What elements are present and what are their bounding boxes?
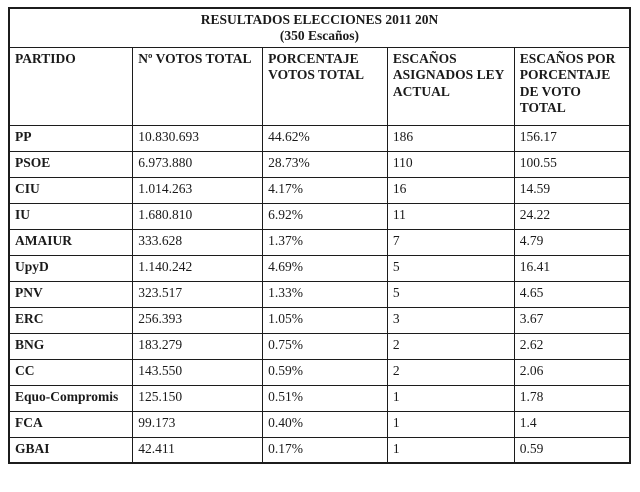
table-row: PP 10.830.693 44.62% 186 156.17 <box>8 124 631 152</box>
cell-votes-total: 99.173 <box>132 410 264 438</box>
cell-escanos-porcentaje: 100.55 <box>513 150 631 178</box>
table-title-line2: (350 Escaños) <box>279 28 360 44</box>
cell-votes-total: 1.014.263 <box>132 176 264 204</box>
cell-escanos-ley: 186 <box>386 124 515 152</box>
header-row: PARTIDO Nº VOTOS TOTAL PORCENTAJE VOTOS … <box>8 46 631 126</box>
cell-escanos-porcentaje: 4.65 <box>513 280 631 308</box>
cell-escanos-porcentaje: 24.22 <box>513 202 631 230</box>
cell-porcentaje: 6.92% <box>262 202 388 230</box>
column-header-votos-total: Nº VOTOS TOTAL <box>132 46 264 126</box>
table-body: PP 10.830.693 44.62% 186 156.17 PSOE 6.973.880… <box>8 124 631 464</box>
results-table: RESULTADOS ELECCIONES 2011 20N (350 Esca… <box>8 7 631 465</box>
cell-votes-total: 256.393 <box>132 306 264 334</box>
cell-porcentaje: 1.33% <box>262 280 388 308</box>
cell-votes-total: 1.680.810 <box>132 202 264 230</box>
cell-votes-total: 125.150 <box>132 384 264 412</box>
cell-party: CC <box>8 358 134 386</box>
cell-escanos-ley: 11 <box>386 202 515 230</box>
cell-porcentaje: 0.17% <box>262 436 388 464</box>
cell-votes-total: 42.411 <box>132 436 264 464</box>
cell-porcentaje: 28.73% <box>262 150 388 178</box>
cell-escanos-ley: 1 <box>386 410 515 438</box>
column-header-escanos-porcentaje: ESCAÑOS POR PORCENTAJE DE VOTO TOTAL <box>513 46 631 126</box>
cell-escanos-porcentaje: 156.17 <box>513 124 631 152</box>
table-row: Equo-Compromis 125.150 0.51% 1 1.78 <box>8 384 631 412</box>
cell-porcentaje: 44.62% <box>262 124 388 152</box>
table-row: PSOE 6.973.880 28.73% 110 100.55 <box>8 150 631 178</box>
cell-porcentaje: 0.75% <box>262 332 388 360</box>
cell-escanos-ley: 16 <box>386 176 515 204</box>
cell-party: UpyD <box>8 254 134 282</box>
table-row: CC 143.550 0.59% 2 2.06 <box>8 358 631 386</box>
table-row: AMAIUR 333.628 1.37% 7 4.79 <box>8 228 631 256</box>
column-header-escanos-ley-actual: ESCAÑOS ASIGNADOS LEY ACTUAL <box>386 46 515 126</box>
cell-escanos-porcentaje: 16.41 <box>513 254 631 282</box>
table-row: ERC 256.393 1.05% 3 3.67 <box>8 306 631 334</box>
table-title: RESULTADOS ELECCIONES 2011 20N (350 Esca… <box>8 7 631 48</box>
cell-escanos-ley: 5 <box>386 254 515 282</box>
cell-escanos-ley: 3 <box>386 306 515 334</box>
cell-votes-total: 333.628 <box>132 228 264 256</box>
cell-party: CIU <box>8 176 134 204</box>
cell-escanos-porcentaje: 1.4 <box>513 410 631 438</box>
cell-party: PSOE <box>8 150 134 178</box>
cell-porcentaje: 0.51% <box>262 384 388 412</box>
cell-party: AMAIUR <box>8 228 134 256</box>
cell-party: ERC <box>8 306 134 334</box>
page-container: RESULTADOS ELECCIONES 2011 20N (350 Esca… <box>8 7 631 465</box>
cell-escanos-porcentaje: 4.79 <box>513 228 631 256</box>
cell-escanos-porcentaje: 0.59 <box>513 436 631 464</box>
cell-porcentaje: 1.05% <box>262 306 388 334</box>
cell-porcentaje: 4.17% <box>262 176 388 204</box>
cell-party: PP <box>8 124 134 152</box>
cell-party: GBAI <box>8 436 134 464</box>
table-row: PNV 323.517 1.33% 5 4.65 <box>8 280 631 308</box>
cell-votes-total: 6.973.880 <box>132 150 264 178</box>
cell-party: IU <box>8 202 134 230</box>
cell-escanos-ley: 2 <box>386 358 515 386</box>
title-row: RESULTADOS ELECCIONES 2011 20N (350 Esca… <box>8 7 631 48</box>
column-header-porcentaje-votos: PORCENTAJE VOTOS TOTAL <box>262 46 388 126</box>
cell-votes-total: 323.517 <box>132 280 264 308</box>
cell-porcentaje: 0.40% <box>262 410 388 438</box>
cell-votes-total: 1.140.242 <box>132 254 264 282</box>
cell-party: BNG <box>8 332 134 360</box>
table-row: BNG 183.279 0.75% 2 2.62 <box>8 332 631 360</box>
table-row: CIU 1.014.263 4.17% 16 14.59 <box>8 176 631 204</box>
table-row: FCA 99.173 0.40% 1 1.4 <box>8 410 631 438</box>
cell-escanos-porcentaje: 14.59 <box>513 176 631 204</box>
cell-escanos-porcentaje: 1.78 <box>513 384 631 412</box>
cell-votes-total: 143.550 <box>132 358 264 386</box>
cell-party: PNV <box>8 280 134 308</box>
cell-party: FCA <box>8 410 134 438</box>
cell-escanos-porcentaje: 2.62 <box>513 332 631 360</box>
cell-votes-total: 10.830.693 <box>132 124 264 152</box>
cell-escanos-ley: 5 <box>386 280 515 308</box>
cell-escanos-ley: 7 <box>386 228 515 256</box>
table-title-line1: RESULTADOS ELECCIONES 2011 20N <box>200 12 439 27</box>
cell-escanos-porcentaje: 3.67 <box>513 306 631 334</box>
table-row: GBAI 42.411 0.17% 1 0.59 <box>8 436 631 464</box>
cell-porcentaje: 4.69% <box>262 254 388 282</box>
cell-porcentaje: 1.37% <box>262 228 388 256</box>
cell-escanos-ley: 2 <box>386 332 515 360</box>
table-row: UpyD 1.140.242 4.69% 5 16.41 <box>8 254 631 282</box>
table-row: IU 1.680.810 6.92% 11 24.22 <box>8 202 631 230</box>
cell-escanos-porcentaje: 2.06 <box>513 358 631 386</box>
cell-escanos-ley: 1 <box>386 436 515 464</box>
column-header-partido: PARTIDO <box>8 46 134 126</box>
cell-escanos-ley: 110 <box>386 150 515 178</box>
cell-party: Equo-Compromis <box>8 384 134 412</box>
cell-votes-total: 183.279 <box>132 332 264 360</box>
cell-porcentaje: 0.59% <box>262 358 388 386</box>
cell-escanos-ley: 1 <box>386 384 515 412</box>
